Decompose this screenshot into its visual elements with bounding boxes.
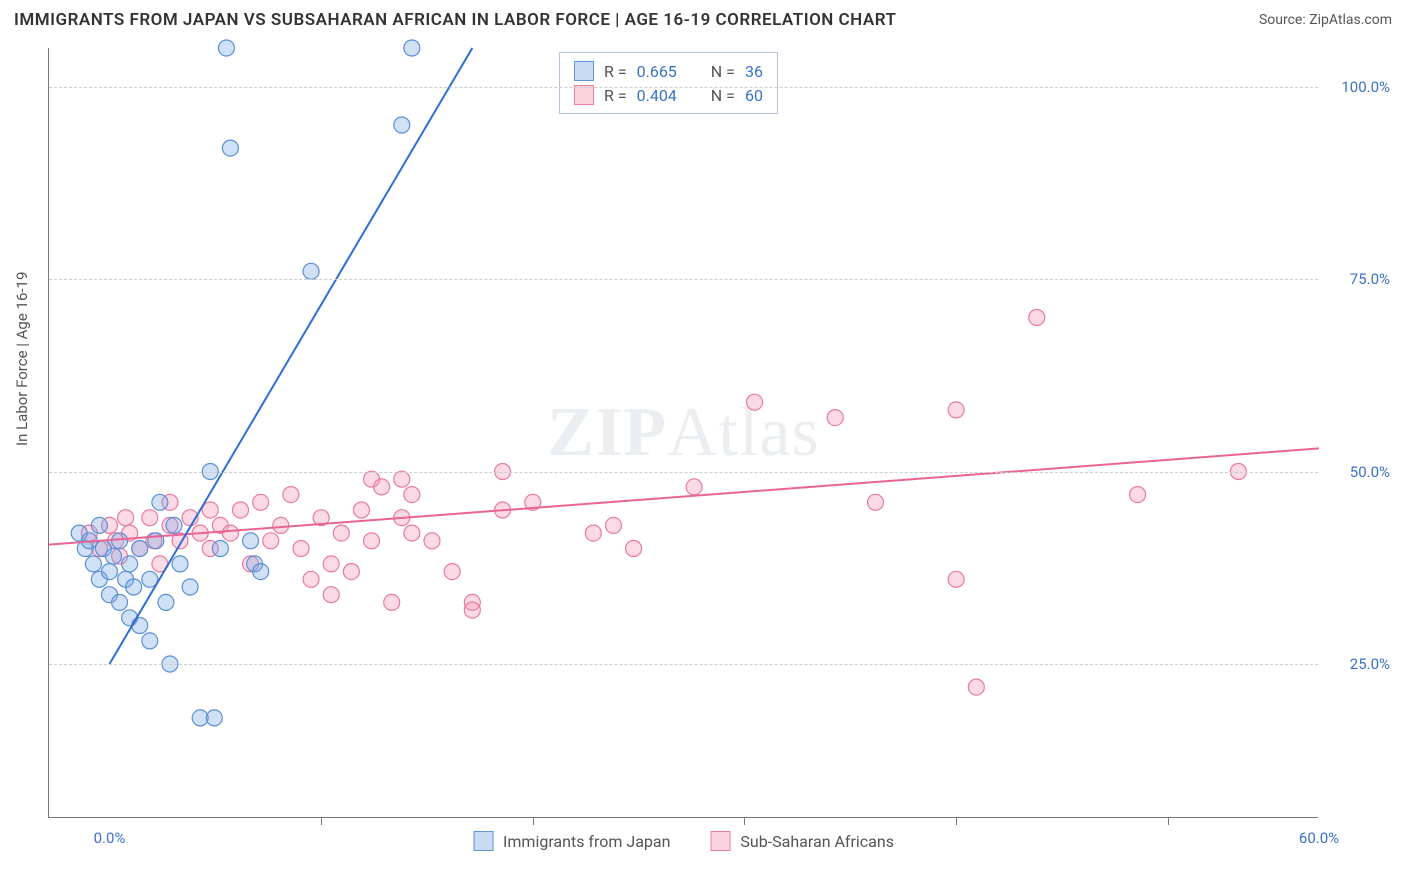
data-point-pink: [374, 479, 390, 495]
data-point-pink: [283, 487, 299, 503]
legend-series: Immigrants from Japan Sub-Saharan Africa…: [473, 831, 894, 851]
gridline: [49, 472, 1318, 473]
data-point-pink: [118, 510, 134, 526]
data-point-pink: [233, 502, 249, 518]
y-tick-label: 100.0%: [1341, 78, 1390, 96]
data-point-pink: [444, 564, 460, 580]
data-point-blue: [206, 710, 222, 726]
gridline: [49, 87, 1318, 88]
data-point-blue: [85, 556, 101, 572]
swatch-blue: [473, 831, 493, 851]
data-point-blue: [303, 263, 319, 279]
plot-area: ZIPAtlas R = 0.665 N = 36 R = 0.404 N = …: [48, 48, 1318, 818]
data-point-pink: [364, 533, 380, 549]
data-point-pink: [605, 517, 621, 533]
data-point-blue: [172, 556, 188, 572]
gridline: [49, 279, 1318, 280]
data-point-blue: [158, 594, 174, 610]
data-point-blue: [222, 140, 238, 156]
data-point-pink: [303, 571, 319, 587]
legend-item-pink: Sub-Saharan Africans: [710, 831, 894, 851]
data-point-pink: [626, 541, 642, 557]
data-point-blue: [112, 533, 128, 549]
data-point-pink: [1130, 487, 1146, 503]
x-tick-label: 0.0%: [94, 829, 126, 847]
y-tick-label: 25.0%: [1350, 655, 1390, 673]
data-point-pink: [1029, 310, 1045, 326]
data-point-pink: [868, 494, 884, 510]
data-point-pink: [222, 525, 238, 541]
data-point-pink: [404, 525, 420, 541]
data-point-blue: [101, 564, 117, 580]
chart-title: IMMIGRANTS FROM JAPAN VS SUBSAHARAN AFRI…: [14, 10, 896, 30]
data-point-blue: [394, 117, 410, 133]
data-point-blue: [132, 618, 148, 634]
y-tick-label: 50.0%: [1350, 463, 1390, 481]
y-tick-label: 75.0%: [1350, 270, 1390, 288]
data-point-blue: [218, 40, 234, 56]
data-point-pink: [202, 502, 218, 518]
data-point-pink: [323, 587, 339, 603]
data-point-pink: [253, 494, 269, 510]
data-point-blue: [253, 564, 269, 580]
data-point-pink: [585, 525, 601, 541]
x-tick: [744, 817, 745, 825]
swatch-pink: [710, 831, 730, 851]
x-tick: [321, 817, 322, 825]
data-point-pink: [353, 502, 369, 518]
data-point-blue: [182, 579, 198, 595]
data-point-pink: [142, 510, 158, 526]
data-point-pink: [333, 525, 349, 541]
y-axis-label: In Labor Force | Age 16-19: [13, 272, 31, 446]
data-point-pink: [293, 541, 309, 557]
data-point-blue: [142, 633, 158, 649]
chart-svg: [49, 48, 1318, 817]
x-tick: [956, 817, 957, 825]
data-point-blue: [91, 517, 107, 533]
x-tick: [533, 817, 534, 825]
data-point-blue: [112, 594, 128, 610]
data-point-blue: [166, 517, 182, 533]
trend-line-pink: [49, 448, 1319, 544]
data-point-pink: [263, 533, 279, 549]
data-point-blue: [212, 541, 228, 557]
data-point-pink: [424, 533, 440, 549]
data-point-pink: [323, 556, 339, 572]
legend-item-blue: Immigrants from Japan: [473, 831, 670, 851]
data-point-pink: [464, 602, 480, 618]
data-point-pink: [273, 517, 289, 533]
data-point-blue: [152, 494, 168, 510]
data-point-pink: [686, 479, 702, 495]
data-point-pink: [747, 394, 763, 410]
gridline: [49, 664, 1318, 665]
data-point-blue: [126, 579, 142, 595]
data-point-pink: [948, 402, 964, 418]
data-point-pink: [968, 679, 984, 695]
data-point-pink: [384, 594, 400, 610]
data-point-pink: [394, 471, 410, 487]
data-point-blue: [243, 533, 259, 549]
data-point-blue: [132, 541, 148, 557]
data-point-pink: [948, 571, 964, 587]
x-tick-label: 60.0%: [1299, 829, 1339, 847]
data-point-blue: [122, 556, 138, 572]
data-point-blue: [404, 40, 420, 56]
data-point-pink: [343, 564, 359, 580]
x-tick: [1168, 817, 1169, 825]
source-label: Source: ZipAtlas.com: [1259, 12, 1392, 28]
data-point-pink: [404, 487, 420, 503]
trend-line-blue: [109, 48, 472, 664]
data-point-blue: [106, 548, 122, 564]
data-point-pink: [827, 410, 843, 426]
